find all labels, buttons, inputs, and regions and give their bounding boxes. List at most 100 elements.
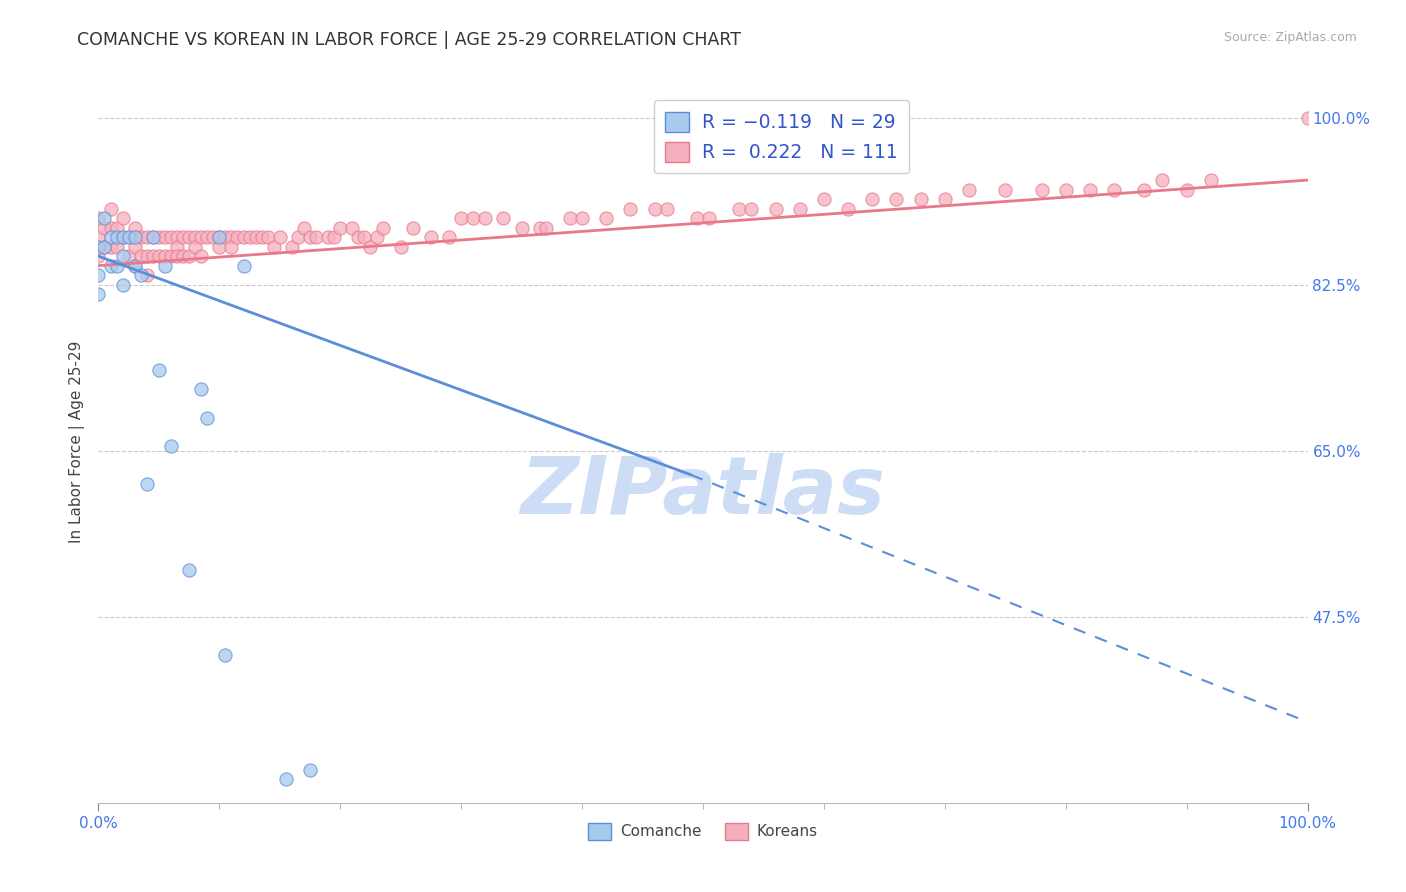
Point xyxy=(105,220,128,235)
Point xyxy=(118,249,141,263)
Point xyxy=(100,240,122,254)
Point xyxy=(686,211,709,226)
Point xyxy=(595,211,617,226)
Point xyxy=(571,211,593,226)
Point xyxy=(111,230,134,244)
Point xyxy=(166,230,188,244)
Point xyxy=(420,230,443,244)
Point xyxy=(886,192,908,206)
Point xyxy=(1175,183,1198,197)
Point xyxy=(87,230,110,244)
Point xyxy=(87,287,110,301)
Point xyxy=(1054,183,1077,197)
Point xyxy=(1102,183,1125,197)
Point xyxy=(245,230,267,244)
Point xyxy=(281,240,304,254)
Point xyxy=(172,230,194,244)
Point xyxy=(93,240,115,254)
Point xyxy=(148,230,170,244)
Point xyxy=(100,220,122,235)
Point xyxy=(105,230,128,244)
Point xyxy=(299,763,322,777)
Point xyxy=(124,220,146,235)
Point xyxy=(728,202,751,216)
Point xyxy=(160,439,183,453)
Point xyxy=(87,249,110,263)
Point xyxy=(105,259,128,273)
Point xyxy=(329,220,352,235)
Point xyxy=(299,230,322,244)
Point xyxy=(492,211,515,226)
Point xyxy=(360,240,382,254)
Text: ZIPatlas: ZIPatlas xyxy=(520,453,886,531)
Point xyxy=(366,230,388,244)
Point xyxy=(323,230,346,244)
Point xyxy=(148,363,170,377)
Point xyxy=(93,211,115,226)
Point xyxy=(153,230,176,244)
Point xyxy=(195,230,218,244)
Point xyxy=(100,230,122,244)
Point xyxy=(789,202,811,216)
Point xyxy=(342,220,364,235)
Point xyxy=(93,240,115,254)
Point xyxy=(195,410,218,425)
Point xyxy=(93,220,115,235)
Point xyxy=(316,230,339,244)
Point xyxy=(529,220,551,235)
Point xyxy=(87,240,110,254)
Point xyxy=(450,211,472,226)
Point xyxy=(160,249,183,263)
Point xyxy=(172,249,194,263)
Point xyxy=(274,772,297,786)
Point xyxy=(263,240,285,254)
Point xyxy=(232,230,254,244)
Point xyxy=(305,230,328,244)
Point xyxy=(1152,173,1174,187)
Point xyxy=(111,230,134,244)
Point xyxy=(179,249,201,263)
Point xyxy=(389,240,412,254)
Point xyxy=(957,183,980,197)
Point xyxy=(118,230,141,244)
Point xyxy=(160,230,183,244)
Point xyxy=(437,230,460,244)
Point xyxy=(1199,173,1222,187)
Point xyxy=(860,192,883,206)
Point xyxy=(765,202,787,216)
Point xyxy=(87,268,110,282)
Point xyxy=(184,230,207,244)
Text: Source: ZipAtlas.com: Source: ZipAtlas.com xyxy=(1223,31,1357,45)
Point xyxy=(558,211,581,226)
Point xyxy=(1296,112,1319,126)
Point xyxy=(166,240,188,254)
Point xyxy=(124,259,146,273)
Point xyxy=(347,230,370,244)
Point xyxy=(129,249,152,263)
Point xyxy=(934,192,956,206)
Point xyxy=(214,648,236,663)
Point xyxy=(135,477,157,491)
Point xyxy=(190,230,212,244)
Point xyxy=(142,230,165,244)
Point xyxy=(208,230,231,244)
Point xyxy=(256,230,278,244)
Point xyxy=(118,230,141,244)
Point xyxy=(371,220,394,235)
Point xyxy=(655,202,678,216)
Point xyxy=(353,230,375,244)
Point xyxy=(190,249,212,263)
Point xyxy=(142,249,165,263)
Point xyxy=(232,259,254,273)
Point xyxy=(269,230,291,244)
Point xyxy=(474,211,496,226)
Point xyxy=(184,240,207,254)
Point xyxy=(239,230,262,244)
Point xyxy=(179,563,201,577)
Point xyxy=(105,240,128,254)
Y-axis label: In Labor Force | Age 25-29: In Labor Force | Age 25-29 xyxy=(69,341,84,542)
Point xyxy=(148,249,170,263)
Point xyxy=(619,202,641,216)
Point xyxy=(250,230,273,244)
Point xyxy=(292,220,315,235)
